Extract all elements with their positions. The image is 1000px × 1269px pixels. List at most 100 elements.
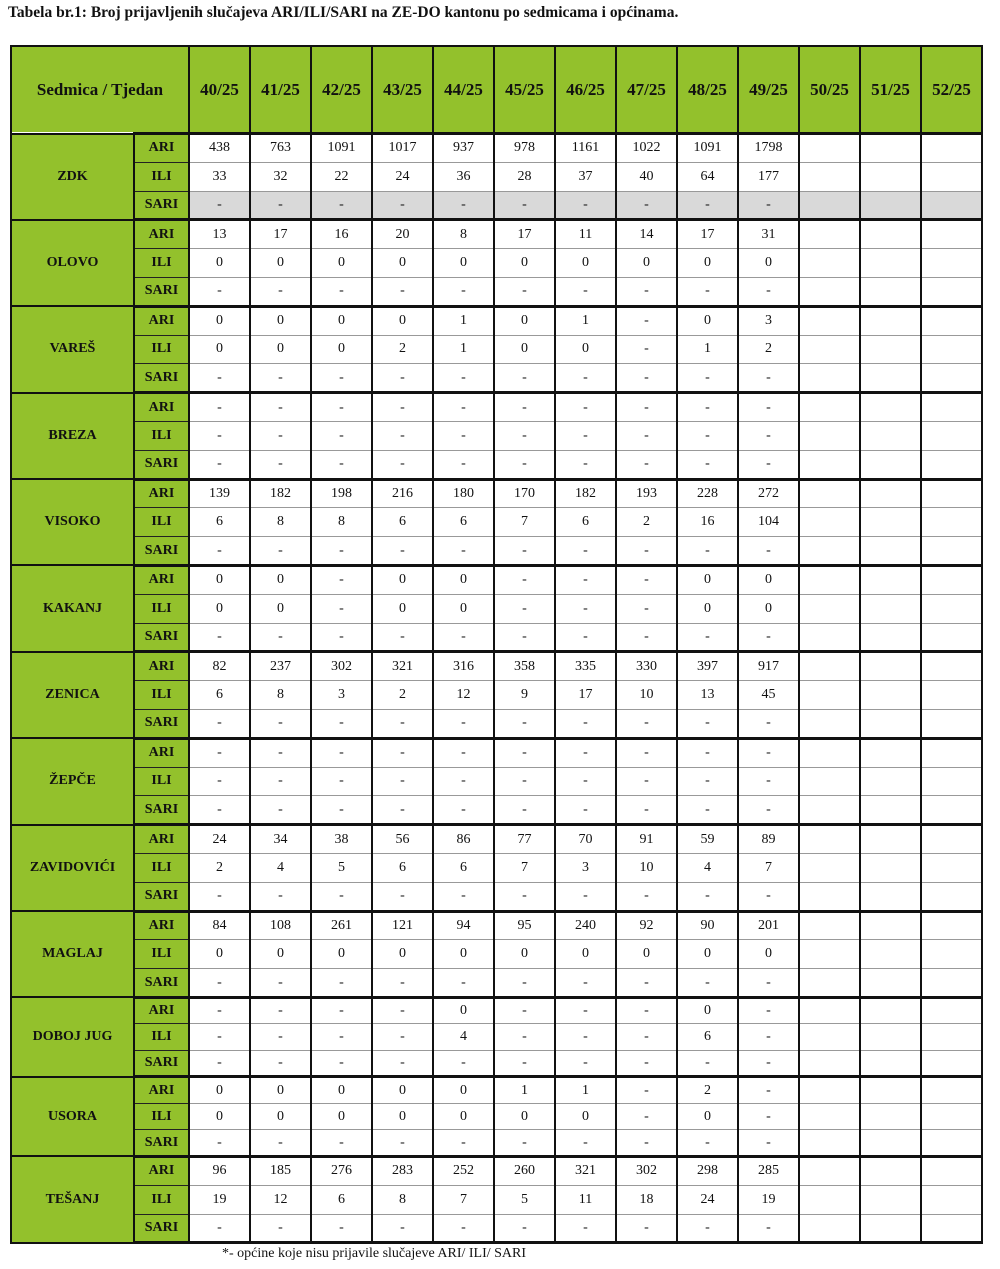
table-row: SARI - - - - - - - - - - — [11, 968, 984, 999]
value-cell: - — [249, 276, 313, 308]
value-cell: 0 — [249, 1102, 313, 1131]
value-cell — [859, 766, 923, 797]
value-cell: 0 — [310, 1075, 374, 1104]
value-cell — [859, 593, 923, 624]
value-cell — [859, 1023, 923, 1051]
value-cell — [798, 276, 862, 308]
value-cell: 0 — [249, 304, 313, 336]
value-cell — [859, 304, 923, 336]
value-cell — [920, 881, 984, 913]
value-cell — [798, 909, 862, 941]
value-cell: - — [249, 795, 313, 827]
value-cell: 6 — [188, 507, 252, 538]
value-cell: - — [249, 1213, 313, 1245]
value-cell: 237 — [249, 650, 313, 682]
value-cell: 1 — [432, 334, 496, 365]
value-cell: 2 — [615, 507, 679, 538]
value-cell: 96 — [188, 1154, 252, 1186]
value-cell: - — [554, 190, 618, 222]
table-row: ILI - - - - - - - - - - — [11, 766, 984, 797]
value-cell — [859, 363, 923, 395]
value-cell: 1091 — [676, 132, 740, 163]
value-cell: - — [432, 766, 496, 797]
value-cell — [859, 132, 923, 163]
value-cell — [859, 1129, 923, 1158]
value-cell: 6 — [554, 507, 618, 538]
value-cell: - — [249, 766, 313, 797]
value-cell: - — [249, 708, 313, 740]
value-cell: 193 — [615, 477, 679, 509]
case-type-label: ARI — [132, 1154, 191, 1186]
value-cell: 0 — [310, 304, 374, 336]
value-cell: 6 — [371, 507, 435, 538]
case-type-label: SARI — [132, 795, 191, 827]
value-cell — [920, 1213, 984, 1245]
value-cell: - — [249, 1129, 313, 1158]
value-cell — [859, 795, 923, 827]
value-cell: - — [554, 391, 618, 422]
value-cell: - — [310, 536, 374, 567]
value-cell: - — [615, 968, 679, 999]
value-cell: 185 — [249, 1154, 313, 1186]
value-cell: 0 — [493, 304, 557, 336]
value-cell — [920, 477, 984, 509]
value-cell: 252 — [432, 1154, 496, 1186]
table-row: BREZA ARI - - - - - - - - - - — [10, 391, 984, 481]
value-cell: - — [188, 363, 252, 395]
case-type-label: ARI — [132, 736, 191, 768]
value-cell — [859, 276, 923, 308]
value-cell — [798, 1154, 862, 1186]
value-cell: 0 — [676, 939, 740, 970]
value-cell: - — [249, 1049, 313, 1079]
value-cell: 330 — [615, 650, 679, 682]
value-cell: - — [371, 1023, 435, 1051]
case-type-label: ILI — [132, 1023, 191, 1051]
value-cell: - — [493, 968, 557, 999]
value-cell — [859, 968, 923, 999]
value-cell — [859, 477, 923, 509]
municipality-name: ŽEPČE — [10, 737, 135, 826]
value-cell — [920, 391, 984, 422]
value-cell: - — [493, 420, 557, 451]
value-cell: 20 — [371, 218, 435, 250]
value-cell: 0 — [554, 939, 618, 970]
value-cell: 34 — [249, 823, 313, 854]
value-cell: - — [310, 593, 374, 624]
value-cell: - — [615, 1102, 679, 1131]
value-cell: 0 — [615, 939, 679, 970]
case-type-label: ILI — [132, 248, 191, 278]
value-cell: 11 — [554, 218, 618, 250]
value-cell — [798, 650, 862, 682]
value-cell: 4 — [432, 1023, 496, 1051]
value-cell: - — [310, 1213, 374, 1245]
table-row: OLOVO ARI 13 17 16 20 8 17 11 14 17 31 — [10, 218, 984, 308]
table-row: USORA ARI 0 0 0 0 0 1 1-2- — [10, 1075, 984, 1158]
case-type-label: ARI — [132, 823, 191, 854]
table-row: ILI 0 0 0 0 0 0 0 0 0 0 — [11, 248, 984, 278]
value-cell: - — [737, 449, 801, 481]
value-cell: - — [432, 391, 496, 422]
value-cell — [859, 334, 923, 365]
value-cell: - — [554, 563, 618, 595]
value-cell: - — [737, 190, 801, 222]
table-row: ILI 33 32 22 24 36 28 37 40 64 177 — [11, 161, 984, 192]
case-type-label: SARI — [132, 363, 191, 395]
value-cell: - — [737, 708, 801, 740]
case-type-label: ARI — [132, 995, 191, 1025]
value-cell: - — [676, 391, 740, 422]
municipality-name: USORA — [10, 1075, 135, 1158]
value-cell: - — [310, 766, 374, 797]
value-cell: - — [188, 449, 252, 481]
value-cell: - — [554, 1023, 618, 1051]
value-cell — [920, 823, 984, 854]
value-cell: 17 — [676, 218, 740, 250]
value-cell: - — [249, 736, 313, 768]
value-cell: 228 — [676, 477, 740, 509]
value-cell: 19 — [737, 1184, 801, 1215]
value-cell: 0 — [188, 563, 252, 595]
value-cell — [798, 1075, 862, 1104]
value-cell — [798, 1023, 862, 1051]
value-cell: - — [493, 276, 557, 308]
value-cell: 177 — [737, 161, 801, 192]
value-cell: 763 — [249, 132, 313, 163]
